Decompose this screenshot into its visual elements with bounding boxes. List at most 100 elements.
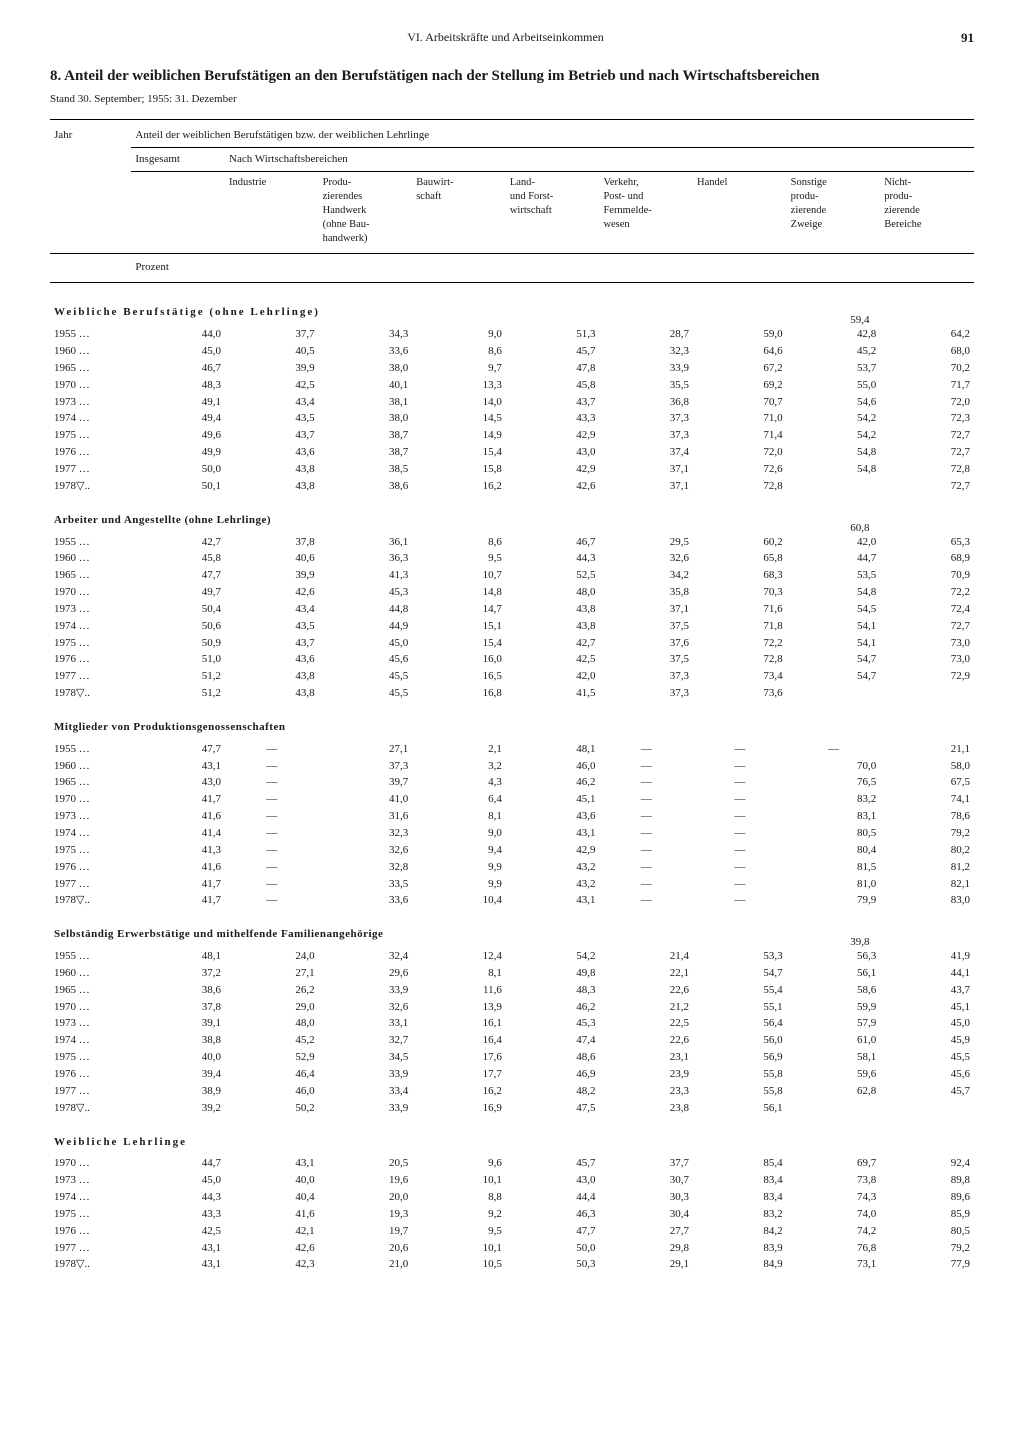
value-cell: — — [693, 791, 787, 808]
value-cell: 43,3 — [506, 410, 600, 427]
value-cell: 70,7 — [693, 394, 787, 411]
value-cell: 79,2 — [880, 825, 974, 842]
value-cell: 43,1 — [131, 1256, 225, 1273]
hdr-nach: Nach Wirtschaftsbereichen — [225, 147, 974, 171]
value-cell: 51,0 — [131, 651, 225, 668]
value-cell: 64,259,4 — [880, 326, 974, 343]
value-cell: 10,1 — [412, 1172, 506, 1189]
value-cell: 39,9 — [225, 360, 319, 377]
value-cell: 43,5 — [225, 410, 319, 427]
value-cell: 43,7 — [880, 982, 974, 999]
value-cell: 6,4 — [412, 791, 506, 808]
value-cell: 85,4 — [693, 1155, 787, 1172]
value-cell: 47,4 — [506, 1032, 600, 1049]
value-cell: 41,6 — [225, 1206, 319, 1223]
value-cell: 45,5 — [319, 668, 413, 685]
value-cell: 83,2 — [693, 1206, 787, 1223]
value-cell: 50,4 — [131, 601, 225, 618]
value-cell: 46,0 — [506, 758, 600, 775]
value-cell: 72,9 — [880, 668, 974, 685]
value-cell: 33,9 — [599, 360, 693, 377]
value-cell: 32,4 — [319, 948, 413, 965]
value-cell: 74,0 — [787, 1206, 881, 1223]
value-cell: 49,6 — [131, 427, 225, 444]
value-cell: — — [225, 741, 319, 758]
year-cell: 1978▽.. — [50, 478, 131, 495]
hdr-land: Land- und Forst- wirtschaft — [506, 171, 600, 250]
value-cell: 45,3 — [506, 1015, 600, 1032]
value-cell: 21,1 — [880, 741, 974, 758]
value-cell: 85,9 — [880, 1206, 974, 1223]
value-cell: 34,3 — [319, 326, 413, 343]
year-cell: 1965 … — [50, 982, 131, 999]
value-cell — [787, 685, 881, 702]
value-cell: 54,7 — [787, 668, 881, 685]
year-cell: 1976 … — [50, 651, 131, 668]
value-cell: 48,3 — [506, 982, 600, 999]
value-cell: 14,9 — [412, 427, 506, 444]
value-cell: 24,0 — [225, 948, 319, 965]
value-cell: 42,6 — [506, 478, 600, 495]
value-cell: 43,6 — [225, 444, 319, 461]
section-title: Mitglieder von Produktionsgenossenschaft… — [50, 702, 974, 741]
value-cell: 44,4 — [506, 1189, 600, 1206]
table-title: 8. Anteil der weiblichen Berufstätigen a… — [50, 66, 974, 87]
value-cell: 37,1 — [599, 478, 693, 495]
value-cell: 41,6 — [131, 808, 225, 825]
value-cell: 13,3 — [412, 377, 506, 394]
value-cell: 43,8 — [225, 685, 319, 702]
value-cell: 48,1 — [131, 948, 225, 965]
value-cell: 16,8 — [412, 685, 506, 702]
year-cell: 1973 … — [50, 394, 131, 411]
year-cell: 1978▽.. — [50, 1256, 131, 1273]
value-cell: 48,2 — [506, 1083, 600, 1100]
value-cell: 43,1 — [506, 825, 600, 842]
value-cell: 62,8 — [787, 1083, 881, 1100]
value-cell: 46,2 — [506, 999, 600, 1016]
value-cell: 42,7 — [506, 635, 600, 652]
value-cell: 29,0 — [225, 999, 319, 1016]
value-cell: 44,8 — [319, 601, 413, 618]
value-cell: 52,5 — [506, 567, 600, 584]
value-cell: 42,1 — [225, 1223, 319, 1240]
value-cell: 81,5 — [787, 859, 881, 876]
value-cell: 41,7 — [131, 892, 225, 909]
value-cell: 41,3 — [319, 567, 413, 584]
value-cell: 22,6 — [599, 1032, 693, 1049]
value-cell: 29,8 — [599, 1240, 693, 1257]
value-cell: 59,9 — [787, 999, 881, 1016]
value-cell: 55,1 — [693, 999, 787, 1016]
year-cell: 1970 … — [50, 791, 131, 808]
value-cell: 23,9 — [599, 1066, 693, 1083]
value-cell: 22,5 — [599, 1015, 693, 1032]
value-cell: 79,2 — [880, 1240, 974, 1257]
value-cell: 72,6 — [693, 461, 787, 478]
value-cell: 45,6 — [880, 1066, 974, 1083]
value-cell: 37,3 — [599, 668, 693, 685]
value-cell: 39,2 — [131, 1100, 225, 1117]
value-cell: 71,4 — [693, 427, 787, 444]
value-cell: 70,0 — [787, 758, 881, 775]
value-cell: 51,2 — [131, 668, 225, 685]
value-cell: 45,1 — [880, 999, 974, 1016]
value-cell: 40,1 — [319, 377, 413, 394]
year-cell: 1978▽.. — [50, 892, 131, 909]
value-cell: 37,7 — [225, 326, 319, 343]
value-cell: 48,0 — [225, 1015, 319, 1032]
value-cell: 47,8 — [506, 360, 600, 377]
value-cell: 37,3 — [319, 758, 413, 775]
value-cell: 45,8 — [131, 550, 225, 567]
value-cell: 55,0 — [787, 377, 881, 394]
value-cell: 42,9 — [506, 461, 600, 478]
value-cell: 36,1 — [319, 534, 413, 551]
value-cell: 11,6 — [412, 982, 506, 999]
hdr-nicht: Nicht- produ- zierende Bereiche — [880, 171, 974, 250]
value-cell: — — [599, 825, 693, 842]
value-cell: 45,9 — [880, 1032, 974, 1049]
value-cell: 46,3 — [506, 1206, 600, 1223]
value-cell: 39,1 — [131, 1015, 225, 1032]
value-cell: 83,4 — [693, 1189, 787, 1206]
value-cell: 21,2 — [599, 999, 693, 1016]
value-cell: 46,7 — [131, 360, 225, 377]
value-cell: 70,3 — [693, 584, 787, 601]
